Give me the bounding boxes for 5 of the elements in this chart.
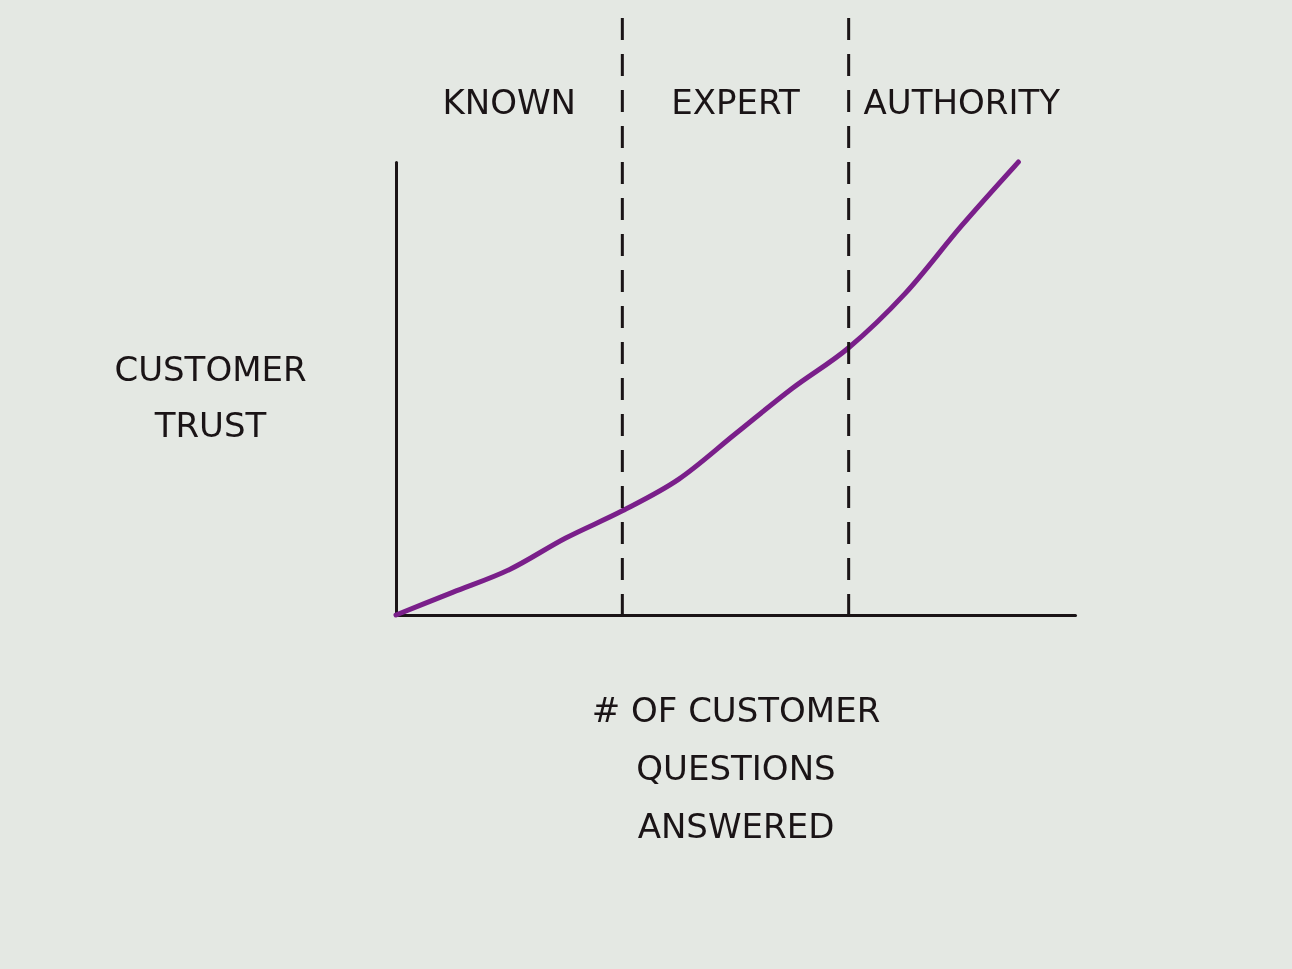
text: EXPERT: [671, 82, 801, 122]
text: KNOWN: [442, 82, 576, 122]
x-axis-title: # OF CUSTOMER QUESTIONS ANSWERED: [591, 689, 881, 846]
y-axis-title: CUSTOMER TRUST: [114, 348, 307, 445]
text: AUTHORITY: [863, 82, 1061, 122]
